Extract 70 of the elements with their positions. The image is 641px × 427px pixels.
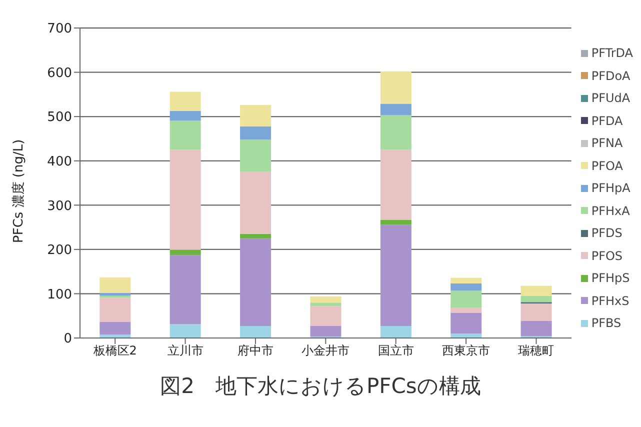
y-tick-label: 600 bbox=[47, 66, 72, 81]
bar bbox=[240, 171, 272, 234]
bar bbox=[450, 307, 482, 313]
legend-label: PFOA bbox=[591, 158, 623, 172]
x-tick-label: 立川市 bbox=[167, 344, 204, 358]
bar bbox=[170, 250, 201, 256]
x-tick-label: 小金井市 bbox=[302, 344, 350, 358]
text: 図2 地下水におけるPFCsの構成 bbox=[159, 373, 482, 400]
bar bbox=[380, 150, 412, 220]
bar bbox=[380, 220, 412, 225]
bar bbox=[380, 224, 412, 326]
legend-label: PFHpS bbox=[591, 271, 630, 285]
bar bbox=[170, 255, 201, 324]
y-tick-label: 100 bbox=[47, 287, 72, 302]
bar bbox=[240, 126, 272, 140]
bar bbox=[100, 277, 131, 293]
y-tick-label: 0 bbox=[64, 332, 72, 347]
x-tick-label: 瑞穂町 bbox=[518, 344, 554, 358]
legend-label: PFHpA bbox=[591, 181, 630, 195]
bar bbox=[240, 140, 272, 172]
bar bbox=[520, 320, 552, 336]
bar bbox=[380, 326, 412, 338]
legend-label: PFBS bbox=[591, 316, 622, 330]
x-tick-label: 府中市 bbox=[237, 344, 274, 358]
x-tick-label: 国立市 bbox=[378, 344, 414, 358]
bar bbox=[450, 278, 482, 284]
bar bbox=[100, 295, 131, 298]
bar bbox=[450, 284, 482, 291]
bar bbox=[380, 71, 412, 104]
y-tick-label: 300 bbox=[47, 198, 72, 214]
y-tick-label: 400 bbox=[47, 154, 72, 170]
bar bbox=[520, 303, 552, 321]
x-tick-label: 板橋区2 bbox=[92, 344, 137, 358]
bar bbox=[450, 334, 482, 338]
y-tick-label: 200 bbox=[47, 243, 72, 258]
y-tick-label: 500 bbox=[47, 110, 72, 126]
bar bbox=[520, 286, 552, 296]
y-axis-title: PFCs 濃度 (ng/L) bbox=[10, 139, 27, 243]
bar bbox=[520, 296, 552, 302]
legend-label: PFDoA bbox=[591, 68, 630, 82]
bar bbox=[170, 150, 201, 250]
bar bbox=[240, 105, 272, 126]
x-tick-label: 西東京市 bbox=[442, 344, 490, 358]
bar bbox=[310, 326, 342, 337]
bar bbox=[310, 296, 342, 303]
legend-label: PFDA bbox=[591, 114, 623, 128]
bar bbox=[450, 312, 482, 334]
legend-label: PFNA bbox=[591, 136, 623, 150]
bar bbox=[170, 324, 201, 338]
legend-label: PFHxS bbox=[591, 294, 630, 308]
bar bbox=[380, 115, 412, 150]
legend-label: PFTrDA bbox=[591, 46, 633, 60]
bar bbox=[240, 326, 272, 338]
legend-label: PFUdA bbox=[591, 91, 630, 105]
bar bbox=[310, 302, 342, 306]
legend-label: PFDS bbox=[591, 226, 622, 240]
bar bbox=[450, 290, 482, 308]
bar bbox=[240, 238, 272, 326]
bar bbox=[100, 322, 131, 334]
bar bbox=[380, 104, 412, 116]
bar bbox=[100, 298, 131, 322]
y-tick-label: 700 bbox=[47, 22, 72, 37]
legend-label: PFHxA bbox=[591, 204, 630, 218]
bar bbox=[170, 110, 201, 121]
bar bbox=[100, 292, 131, 296]
bar bbox=[170, 120, 201, 150]
bar bbox=[240, 234, 272, 238]
bar bbox=[170, 92, 201, 111]
bar bbox=[310, 306, 342, 326]
legend-label: PFOS bbox=[591, 248, 623, 262]
